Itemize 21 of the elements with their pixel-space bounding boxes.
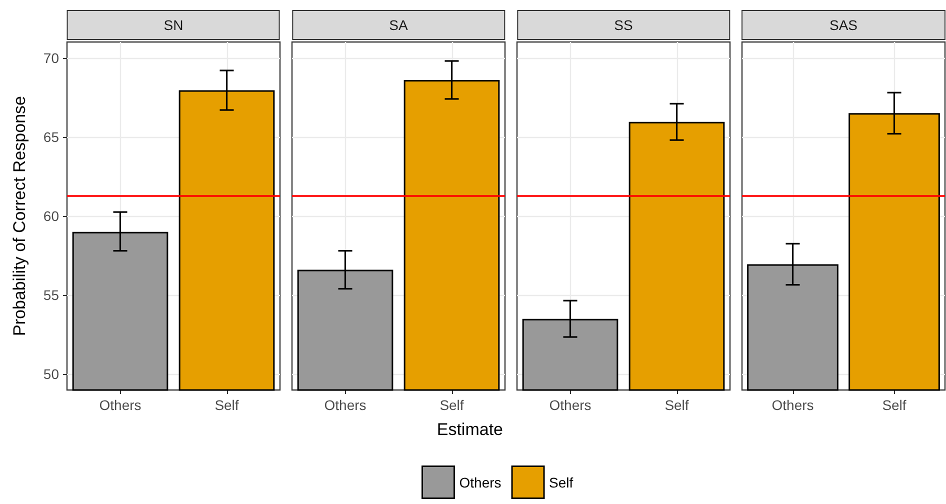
x-tick-label: Others [772,397,814,413]
x-tick-label: Self [440,397,464,413]
y-tick-label: 60 [43,208,60,224]
x-tick-label: Self [664,397,689,413]
chart-title: SN [164,17,184,33]
legend-label: Others [459,474,502,490]
x-tick-label: Self [882,397,906,413]
chart-title: SAS [829,17,858,33]
chart-title: SA [389,17,408,33]
chart-title: SS [614,17,633,33]
y-tick-label: 55 [43,287,60,304]
x-tick-label: Others [324,397,366,413]
y-axis-title: Probability of Correct Response [10,96,30,336]
x-tick-label: Others [549,397,592,413]
y-tick-label: 65 [43,128,60,145]
x-axis-title: Estimate [436,420,503,440]
y-tick-label: 50 [43,366,60,382]
y-tick-label: 70 [43,50,60,66]
x-tick-label: Self [214,397,239,413]
x-tick-label: Others [99,397,142,413]
legend-label: Self [549,474,574,490]
